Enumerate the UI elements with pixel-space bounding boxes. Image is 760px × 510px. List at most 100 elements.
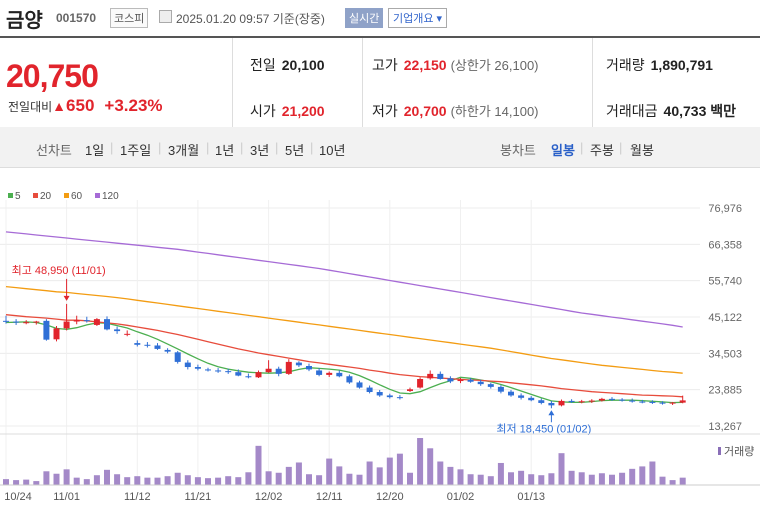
realtime-button[interactable]: 실시간 bbox=[345, 8, 384, 28]
candle-body bbox=[376, 392, 383, 396]
volume-bar bbox=[427, 448, 434, 485]
volume-bar bbox=[3, 479, 9, 485]
divider: | bbox=[158, 140, 162, 155]
volume-bar bbox=[73, 477, 80, 485]
candle-body bbox=[558, 400, 565, 406]
tab-weekly[interactable]: 주봉 bbox=[590, 143, 614, 158]
tab-1day[interactable]: 1일 bbox=[85, 143, 105, 158]
volume-bar bbox=[93, 475, 100, 485]
ma-line-20 bbox=[5, 314, 683, 398]
volume-bar bbox=[23, 479, 30, 485]
candle-body bbox=[326, 372, 333, 375]
x-tick-label: 01/13 bbox=[517, 491, 545, 503]
candle-body bbox=[124, 333, 131, 335]
volume-bar bbox=[386, 457, 393, 485]
candle-body bbox=[407, 389, 413, 391]
volume-bar bbox=[265, 471, 272, 485]
tab-3month[interactable]: 3개월 bbox=[168, 143, 200, 158]
volume-bar bbox=[13, 480, 20, 485]
candle-body bbox=[295, 362, 302, 366]
y-tick-label: 13,267 bbox=[708, 421, 742, 433]
volume-bar bbox=[508, 472, 514, 485]
volume-bar bbox=[538, 475, 545, 485]
y-tick-label: 23,885 bbox=[708, 385, 742, 397]
volume-bar bbox=[154, 477, 161, 485]
volume-bar bbox=[346, 473, 353, 485]
legend-swatch-120 bbox=[95, 193, 100, 198]
legend-label-120: 120 bbox=[102, 191, 119, 202]
candle-body bbox=[427, 373, 434, 379]
ma-line-120 bbox=[5, 231, 683, 328]
tab-1week[interactable]: 1주일 bbox=[120, 143, 152, 158]
volume-bar bbox=[417, 438, 424, 485]
volume-bar bbox=[235, 477, 242, 485]
x-tick-label: 11/21 bbox=[185, 491, 212, 503]
candle-body bbox=[528, 397, 535, 401]
volume-bar bbox=[669, 480, 676, 485]
volume-bar bbox=[588, 474, 595, 485]
volume-bar bbox=[114, 474, 121, 485]
volume-bar bbox=[619, 472, 626, 485]
candle-body bbox=[174, 352, 181, 362]
candle-body bbox=[93, 319, 100, 325]
volume-bar bbox=[205, 478, 211, 485]
candle-body bbox=[417, 379, 424, 388]
high-arrow-head bbox=[63, 295, 70, 301]
trade-amount: 거래대금 40,733 백만 bbox=[606, 103, 737, 119]
candle-body bbox=[437, 373, 444, 380]
candle-body bbox=[3, 320, 9, 322]
candle-body bbox=[144, 344, 151, 346]
candle-body bbox=[629, 400, 636, 402]
candle-body bbox=[265, 368, 272, 373]
volume-bar bbox=[184, 475, 191, 485]
tab-3year[interactable]: 3년 bbox=[250, 143, 270, 158]
volume-bar bbox=[366, 461, 373, 485]
volume-bar bbox=[497, 462, 504, 485]
divider: | bbox=[310, 140, 314, 155]
candle-body bbox=[497, 386, 504, 392]
candle-body bbox=[134, 343, 141, 345]
volume-bar bbox=[63, 469, 70, 485]
volume-bar bbox=[447, 466, 454, 485]
tab-daily[interactable]: 일봉 bbox=[551, 143, 575, 158]
volume-bar bbox=[528, 474, 535, 485]
volume-bar bbox=[83, 479, 90, 485]
volume-bar bbox=[396, 453, 403, 485]
volume-bar bbox=[609, 474, 615, 485]
candle-body bbox=[578, 401, 585, 403]
volume-bar bbox=[407, 472, 413, 485]
y-tick-label: 66,358 bbox=[708, 239, 742, 251]
high-annotation: 최고 48,950 (11/01) bbox=[12, 264, 106, 277]
low-annotation: 최저 18,450 (01/02) bbox=[496, 422, 591, 435]
volume-bar bbox=[679, 477, 686, 485]
volume-bar bbox=[649, 461, 656, 485]
y-tick-label: 45,122 bbox=[708, 312, 742, 324]
tab-1year[interactable]: 1년 bbox=[215, 143, 235, 158]
tab-10year[interactable]: 10년 bbox=[319, 143, 346, 158]
candle-body bbox=[538, 400, 545, 403]
volume-bar bbox=[326, 458, 333, 485]
x-tick-label: 01/02 bbox=[447, 491, 475, 503]
candle-body bbox=[346, 376, 353, 383]
tab-monthly[interactable]: 월봉 bbox=[630, 143, 654, 158]
candle-body bbox=[659, 402, 666, 404]
legend-label-60: 60 bbox=[71, 191, 83, 202]
tab-5year[interactable]: 5년 bbox=[285, 143, 305, 158]
candle-body bbox=[457, 379, 464, 382]
volume-bar bbox=[356, 474, 363, 485]
divider bbox=[232, 38, 233, 128]
candle-body bbox=[679, 400, 686, 403]
volume-bar bbox=[215, 477, 222, 485]
company-overview-button[interactable]: 기업개요 ▾ bbox=[388, 8, 448, 28]
volume-bar bbox=[518, 470, 525, 485]
ma-line-5 bbox=[5, 321, 683, 404]
volume-legend-swatch bbox=[718, 447, 721, 455]
candle-body bbox=[285, 361, 292, 374]
change-label: 전일대비 bbox=[8, 100, 53, 114]
candle-body bbox=[396, 397, 403, 399]
candle-body bbox=[215, 370, 222, 372]
candle-body bbox=[316, 370, 323, 375]
candle-body bbox=[386, 395, 393, 398]
volume-bar bbox=[255, 445, 262, 485]
candle-body bbox=[619, 399, 626, 401]
